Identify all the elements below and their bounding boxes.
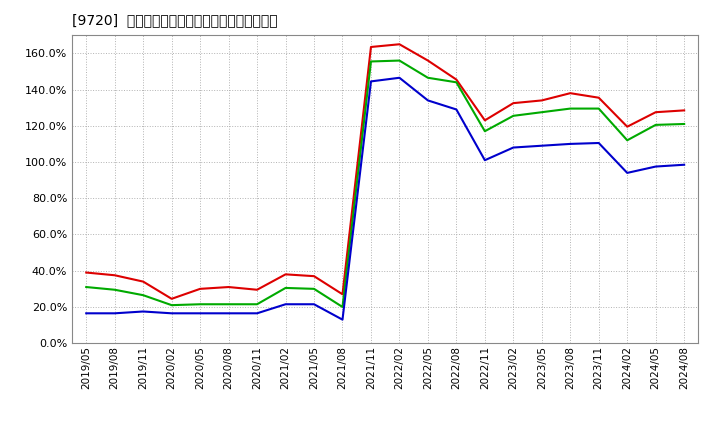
流動比率 [167,296,176,301]
現預金比率 [282,301,290,307]
Text: [9720]  流動比率、当座比率、現預金比率の推移: [9720] 流動比率、当座比率、現預金比率の推移 [72,13,278,27]
現預金比率 [110,311,119,316]
流動比率 [623,124,631,129]
流動比率 [139,279,148,284]
現預金比率 [253,311,261,316]
現預金比率 [566,141,575,147]
当座比率 [566,106,575,111]
当座比率 [395,58,404,63]
現預金比率 [310,301,318,307]
当座比率 [595,106,603,111]
当座比率 [167,303,176,308]
当座比率 [282,285,290,290]
現預金比率 [480,158,489,163]
現預金比率 [225,311,233,316]
現預金比率 [652,164,660,169]
当座比率 [338,304,347,310]
現預金比率 [452,107,461,112]
流動比率 [480,118,489,123]
流動比率 [509,100,518,106]
流動比率 [537,98,546,103]
現預金比率 [82,311,91,316]
当座比率 [623,138,631,143]
流動比率 [452,77,461,82]
流動比率 [253,287,261,293]
流動比率 [680,108,688,113]
流動比率 [110,273,119,278]
現預金比率 [680,162,688,167]
当座比率 [509,113,518,118]
当座比率 [196,301,204,307]
Line: 現預金比率: 現預金比率 [86,78,684,319]
現預金比率 [623,170,631,176]
現預金比率 [338,317,347,322]
当座比率 [110,287,119,293]
流動比率 [395,42,404,47]
現預金比率 [196,311,204,316]
流動比率 [423,58,432,63]
流動比率 [338,292,347,297]
当座比率 [82,284,91,290]
Line: 当座比率: 当座比率 [86,61,684,307]
流動比率 [366,44,375,50]
当座比率 [452,80,461,85]
流動比率 [595,95,603,100]
流動比率 [225,284,233,290]
当座比率 [537,110,546,115]
当座比率 [310,286,318,291]
当座比率 [680,121,688,127]
流動比率 [196,286,204,291]
当座比率 [652,122,660,128]
流動比率 [652,110,660,115]
現預金比率 [167,311,176,316]
現預金比率 [537,143,546,148]
当座比率 [225,301,233,307]
現預金比率 [139,309,148,314]
Line: 流動比率: 流動比率 [86,44,684,299]
当座比率 [366,59,375,64]
現預金比率 [395,75,404,81]
現預金比率 [423,98,432,103]
流動比率 [282,272,290,277]
流動比率 [566,91,575,96]
当座比率 [423,75,432,81]
現預金比率 [595,140,603,146]
当座比率 [480,128,489,134]
流動比率 [310,274,318,279]
当座比率 [139,293,148,298]
当座比率 [253,301,261,307]
現預金比率 [366,79,375,84]
現預金比率 [509,145,518,150]
流動比率 [82,270,91,275]
